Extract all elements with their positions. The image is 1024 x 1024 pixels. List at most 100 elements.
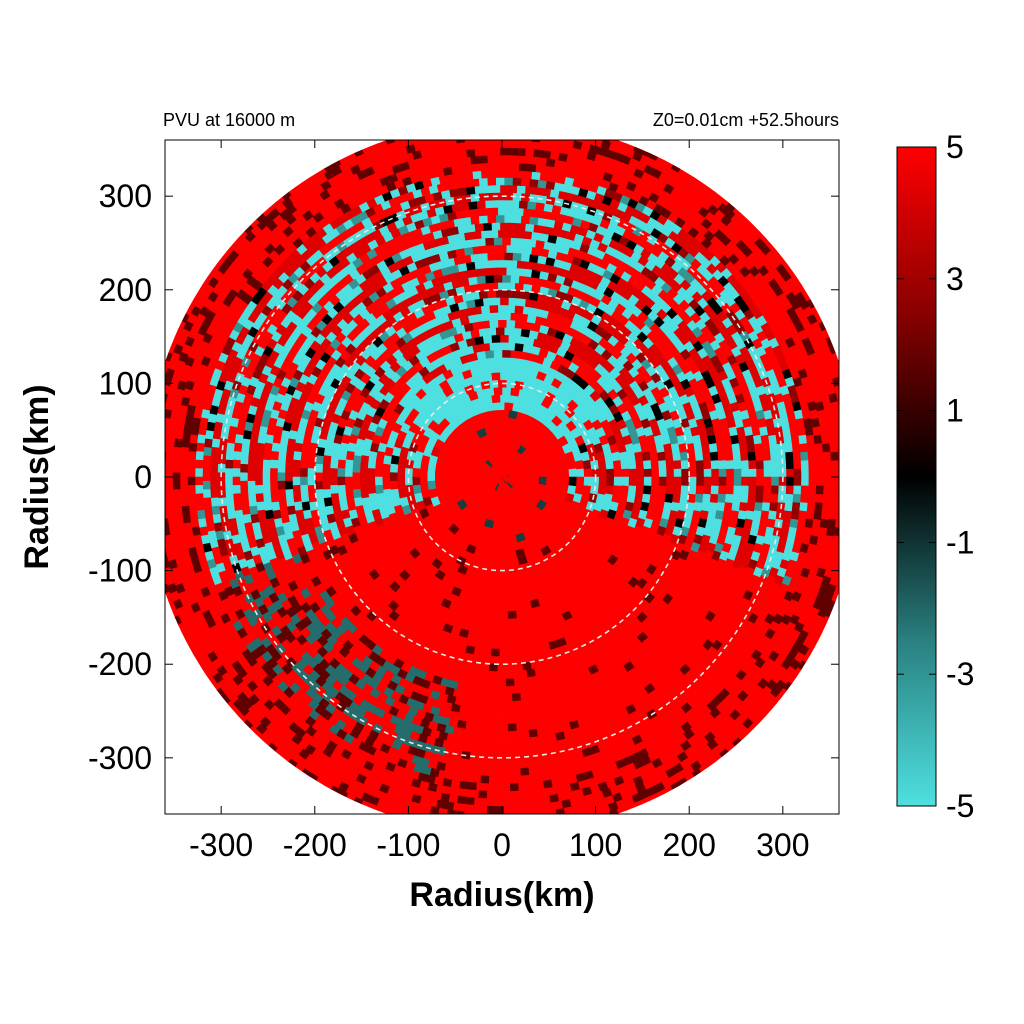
- field-cell: [284, 480, 294, 491]
- field-cell: [768, 434, 778, 445]
- field-cell: [480, 640, 491, 650]
- field-cell: [505, 169, 516, 179]
- field-cell: [649, 450, 659, 461]
- field-cell: [739, 442, 749, 453]
- field-cell: [484, 237, 495, 246]
- field-cell: [634, 493, 644, 504]
- field-cell: [497, 716, 507, 725]
- field-cell: [505, 663, 516, 673]
- field-cell: [396, 463, 406, 474]
- field-cell: [480, 169, 490, 179]
- field-cell: [635, 459, 645, 470]
- field-cell: [476, 162, 486, 172]
- field-cell: [488, 341, 499, 351]
- field-cell: [805, 434, 816, 445]
- field-cell: [505, 625, 516, 635]
- field-cell: [740, 484, 750, 495]
- field-cell: [262, 476, 271, 486]
- field-cell: [188, 509, 199, 520]
- field-cell: [528, 766, 539, 776]
- field-cell: [612, 484, 622, 495]
- field-cell: [716, 442, 726, 453]
- field-cell: [464, 470, 473, 478]
- field-cell: [733, 484, 742, 495]
- field-cell: [469, 215, 480, 225]
- field-cell: [480, 244, 490, 254]
- field-cell: [277, 463, 286, 474]
- field-cell: [723, 442, 734, 453]
- field-cell: [269, 484, 279, 495]
- field-cell: [187, 484, 196, 495]
- field-cell: [526, 781, 537, 791]
- field-cell: [329, 468, 338, 478]
- field-cell: [441, 476, 451, 487]
- field-cell: [239, 455, 249, 465]
- field-cell: [656, 493, 667, 504]
- field-cell: [467, 163, 478, 173]
- field-cell: [486, 693, 497, 702]
- field-cell: [194, 468, 203, 478]
- field-cell: [233, 442, 243, 453]
- field-cell: [658, 459, 667, 470]
- field-cell: [212, 513, 222, 525]
- field-cell: [480, 700, 490, 710]
- field-cell: [492, 520, 503, 530]
- field-cell: [475, 275, 486, 285]
- field-cell: [597, 459, 607, 470]
- field-cell: [509, 312, 520, 321]
- field-cell: [511, 252, 522, 261]
- field-cell: [482, 222, 492, 231]
- field-cell: [465, 721, 476, 731]
- field-cell: [505, 304, 516, 314]
- field-cell: [480, 775, 490, 785]
- field-cell: [746, 442, 756, 453]
- field-cell: [673, 484, 682, 495]
- field-cell: [658, 468, 668, 478]
- field-cell: [507, 610, 518, 620]
- field-cell: [226, 434, 236, 445]
- field-cell: [484, 349, 495, 359]
- field-cell: [493, 708, 503, 717]
- field-cell: [501, 783, 511, 792]
- field-cell: [473, 722, 484, 732]
- field-cell: [522, 676, 533, 686]
- field-cell: [499, 536, 510, 545]
- field-cell: [247, 446, 257, 457]
- field-cell: [505, 738, 516, 747]
- field-cell: [486, 214, 497, 224]
- field-cell: [528, 216, 539, 226]
- field-cell: [518, 237, 528, 247]
- field-cell: [568, 476, 578, 487]
- field-cell: [501, 349, 512, 358]
- chart-title-right: Z0=0.01cm +52.5hours: [653, 110, 839, 130]
- field-cell: [277, 489, 287, 499]
- field-cell: [530, 171, 541, 181]
- field-cell: [708, 442, 719, 453]
- field-cell: [411, 467, 421, 478]
- field-cell: [495, 289, 505, 298]
- field-cell: [520, 252, 531, 262]
- field-cell: [471, 230, 482, 240]
- field-cell: [526, 744, 537, 754]
- field-cell: [374, 476, 383, 487]
- field-cell: [518, 162, 528, 172]
- field-cell: [493, 237, 503, 246]
- field-cell: [514, 700, 524, 710]
- field-cell: [488, 663, 499, 673]
- field-cell: [512, 214, 522, 224]
- field-cell: [497, 603, 507, 613]
- field-cell: [748, 476, 757, 486]
- field-cell: [507, 723, 518, 732]
- field-cell: [756, 468, 765, 478]
- field-cell: [495, 731, 505, 740]
- field-cell: [411, 476, 421, 487]
- field-cell: [620, 484, 630, 495]
- field-cell: [497, 304, 507, 313]
- field-cell: [322, 489, 332, 499]
- field-cell: [255, 501, 265, 512]
- field-cell: [530, 231, 541, 241]
- field-cell: [247, 455, 257, 465]
- field-cell: [225, 442, 235, 453]
- field-cell: [419, 480, 429, 491]
- field-cell: [469, 253, 480, 263]
